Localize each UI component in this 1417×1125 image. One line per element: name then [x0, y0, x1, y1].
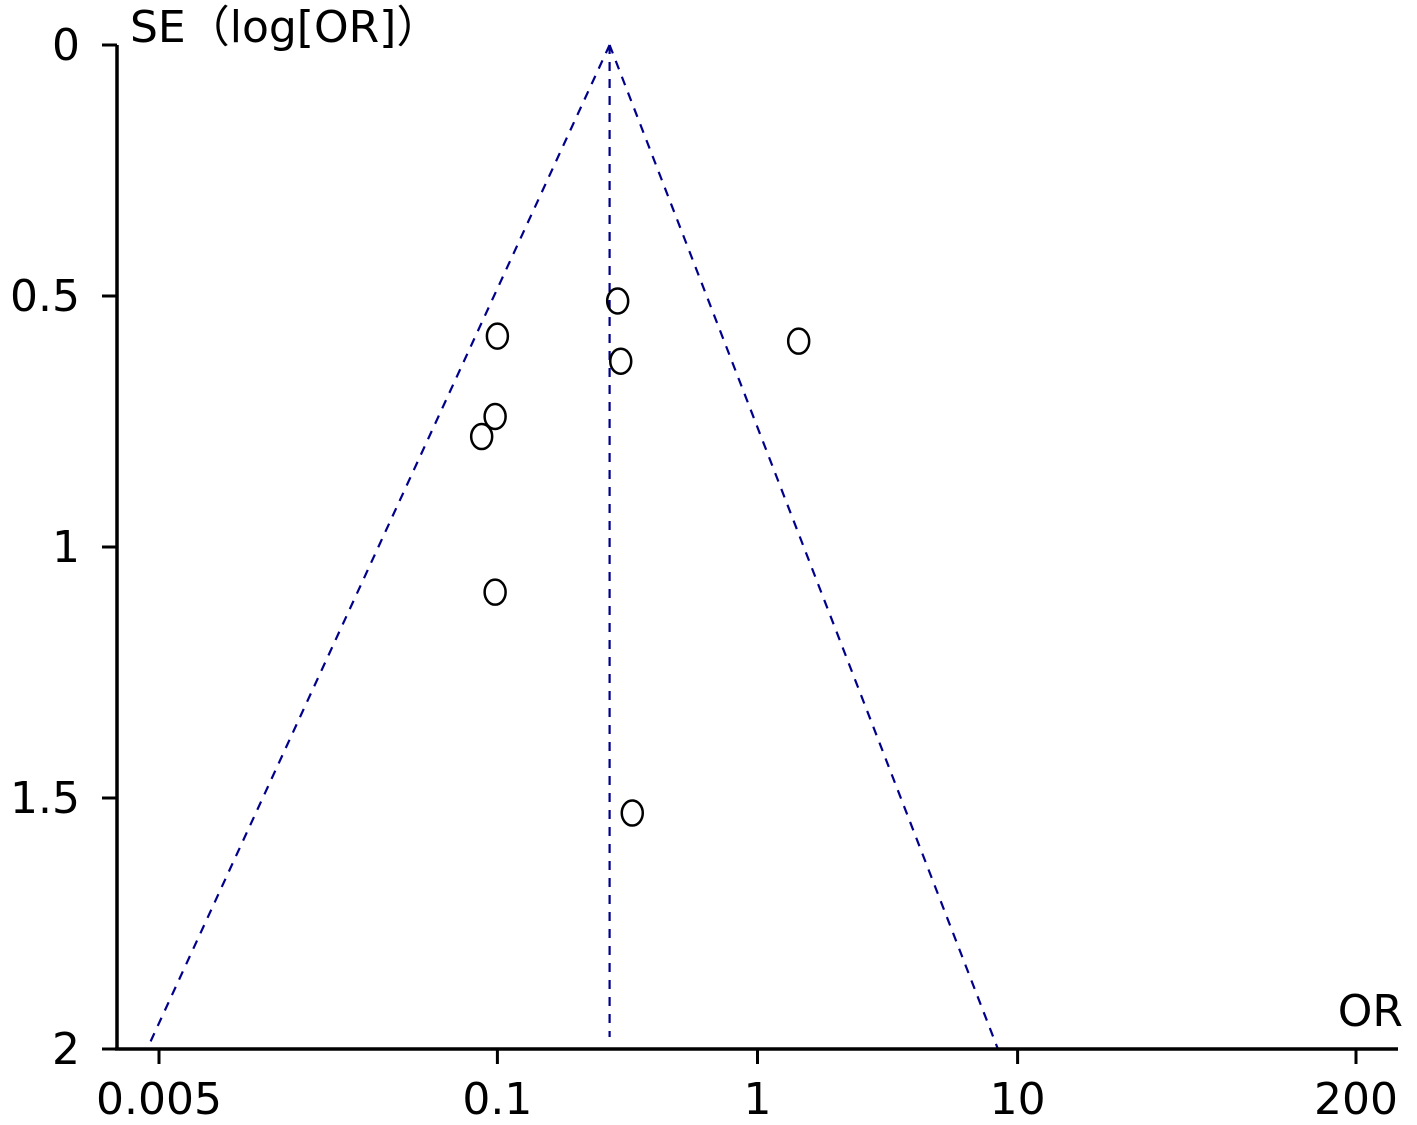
x-tick-label: 0.1 [462, 1074, 532, 1125]
study-point [483, 402, 507, 431]
study-point [483, 578, 507, 606]
x-tick-label: 0.005 [96, 1074, 222, 1125]
study-point [786, 327, 811, 355]
study-point [469, 422, 494, 451]
y-tick-label: 0.5 [10, 271, 80, 322]
study-point [485, 322, 510, 350]
study-point [605, 287, 630, 315]
points-layer [469, 287, 811, 827]
x-tick-label: 1 [744, 1074, 772, 1125]
funnel-left-line [146, 44, 611, 1050]
y-tick-label: 0 [52, 20, 80, 71]
axes-layer [115, 45, 1398, 1051]
y-tick-label: 1.5 [10, 773, 80, 824]
y-tick-label: 1 [52, 522, 80, 573]
ticks-layer: 0.005 0.1 1 10 200 0 0.5 1 1.5 2 [10, 20, 1398, 1125]
study-point [608, 347, 633, 376]
funnel-layer [146, 44, 999, 1050]
study-point [620, 799, 645, 827]
x-tick-label: 10 [990, 1074, 1046, 1125]
y-axis-title: SE（log[OR]） [130, 2, 440, 53]
funnel-right-line [608, 44, 999, 1050]
x-tick-label: 200 [1314, 1074, 1398, 1125]
x-axis-title: OR [1338, 986, 1403, 1037]
y-tick-label: 2 [52, 1024, 80, 1075]
